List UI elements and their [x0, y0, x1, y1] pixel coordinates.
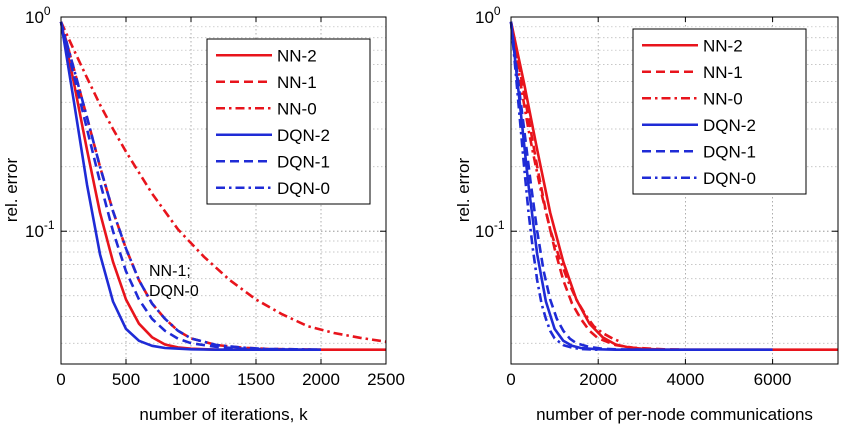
- series-line-nn-1: [509, 21, 686, 351]
- series-line-nn-0: [59, 21, 387, 343]
- x-tick-label: 6000: [754, 370, 792, 389]
- y-axis-label: rel. error: [2, 158, 21, 223]
- x-tick-label: 0: [506, 370, 515, 389]
- x-tick-label: 1500: [237, 370, 275, 389]
- y-axis-label: rel. error: [454, 158, 473, 223]
- plot-frame: [60, 16, 387, 365]
- legend-label-nn-0: NN-0: [703, 89, 743, 108]
- y-tick-base: 10: [25, 8, 44, 27]
- legend-box: [632, 28, 807, 195]
- series-line-dqn-2: [59, 21, 321, 351]
- legend: NN-2 NN-1 NN-0 DQN-2 DQN-1 DQN-0: [206, 38, 371, 205]
- series-line-dqn-0: [59, 21, 322, 351]
- y-tick-exponent: 0: [44, 4, 51, 18]
- legend-box: [206, 38, 371, 205]
- series-line-dqn-1: [509, 21, 642, 351]
- x-axis-label: number of per-node communications: [536, 405, 813, 424]
- x-tick-label: 0: [56, 370, 65, 389]
- legend-label-dqn-2: DQN-2: [703, 116, 756, 135]
- annotation: NN-1; DQN-0: [149, 263, 199, 300]
- y-tick-base: 10: [25, 222, 44, 241]
- y-tick-base: 10: [475, 8, 494, 27]
- x-tick-label: 2000: [302, 370, 340, 389]
- legend-label-dqn-1: DQN-1: [277, 152, 330, 171]
- legend-label-nn-0: NN-0: [277, 99, 317, 118]
- y-tick-exponent: -1: [44, 218, 55, 232]
- series-lines: [59, 21, 387, 351]
- y-tick-label: 100: [475, 4, 501, 27]
- legend-label-nn-1: NN-1: [703, 63, 743, 82]
- x-tick-label: 4000: [666, 370, 704, 389]
- y-tick-label: 100: [25, 4, 51, 27]
- legend-label-dqn-0: DQN-0: [703, 169, 756, 188]
- legend-label-dqn-2: DQN-2: [277, 126, 330, 145]
- legend-label-nn-2: NN-2: [703, 36, 743, 55]
- x-tick-label: 500: [112, 370, 140, 389]
- series-line-dqn-0: [509, 21, 599, 351]
- y-tick-base: 10: [475, 222, 494, 241]
- annotation-text: DQN-0: [149, 283, 199, 300]
- legend-label-nn-2: NN-2: [277, 46, 317, 65]
- plot-frame: [510, 16, 839, 365]
- legend-label-dqn-1: DQN-1: [703, 142, 756, 161]
- x-tick-label: 2500: [367, 370, 405, 389]
- x-axis-label: number of iterations, k: [139, 405, 308, 424]
- x-tick-label: 2000: [579, 370, 617, 389]
- annotation-text: NN-1;: [149, 263, 191, 280]
- x-axis: 0 2000 4000 6000: [506, 17, 792, 389]
- x-axis: 0 500 1000 1500 2000 2500: [56, 17, 405, 389]
- y-tick-exponent: 0: [494, 4, 501, 18]
- x-tick-label: 1000: [172, 370, 210, 389]
- legend: NN-2 NN-1 NN-0 DQN-2 DQN-1 DQN-0: [632, 28, 807, 195]
- series-lines: [509, 21, 838, 351]
- legend-label-nn-1: NN-1: [277, 73, 317, 92]
- y-tick-label: 10-1: [25, 218, 55, 241]
- y-tick-exponent: -1: [494, 218, 505, 232]
- legend-label-dqn-0: DQN-0: [277, 179, 330, 198]
- y-tick-label: 10-1: [475, 218, 505, 241]
